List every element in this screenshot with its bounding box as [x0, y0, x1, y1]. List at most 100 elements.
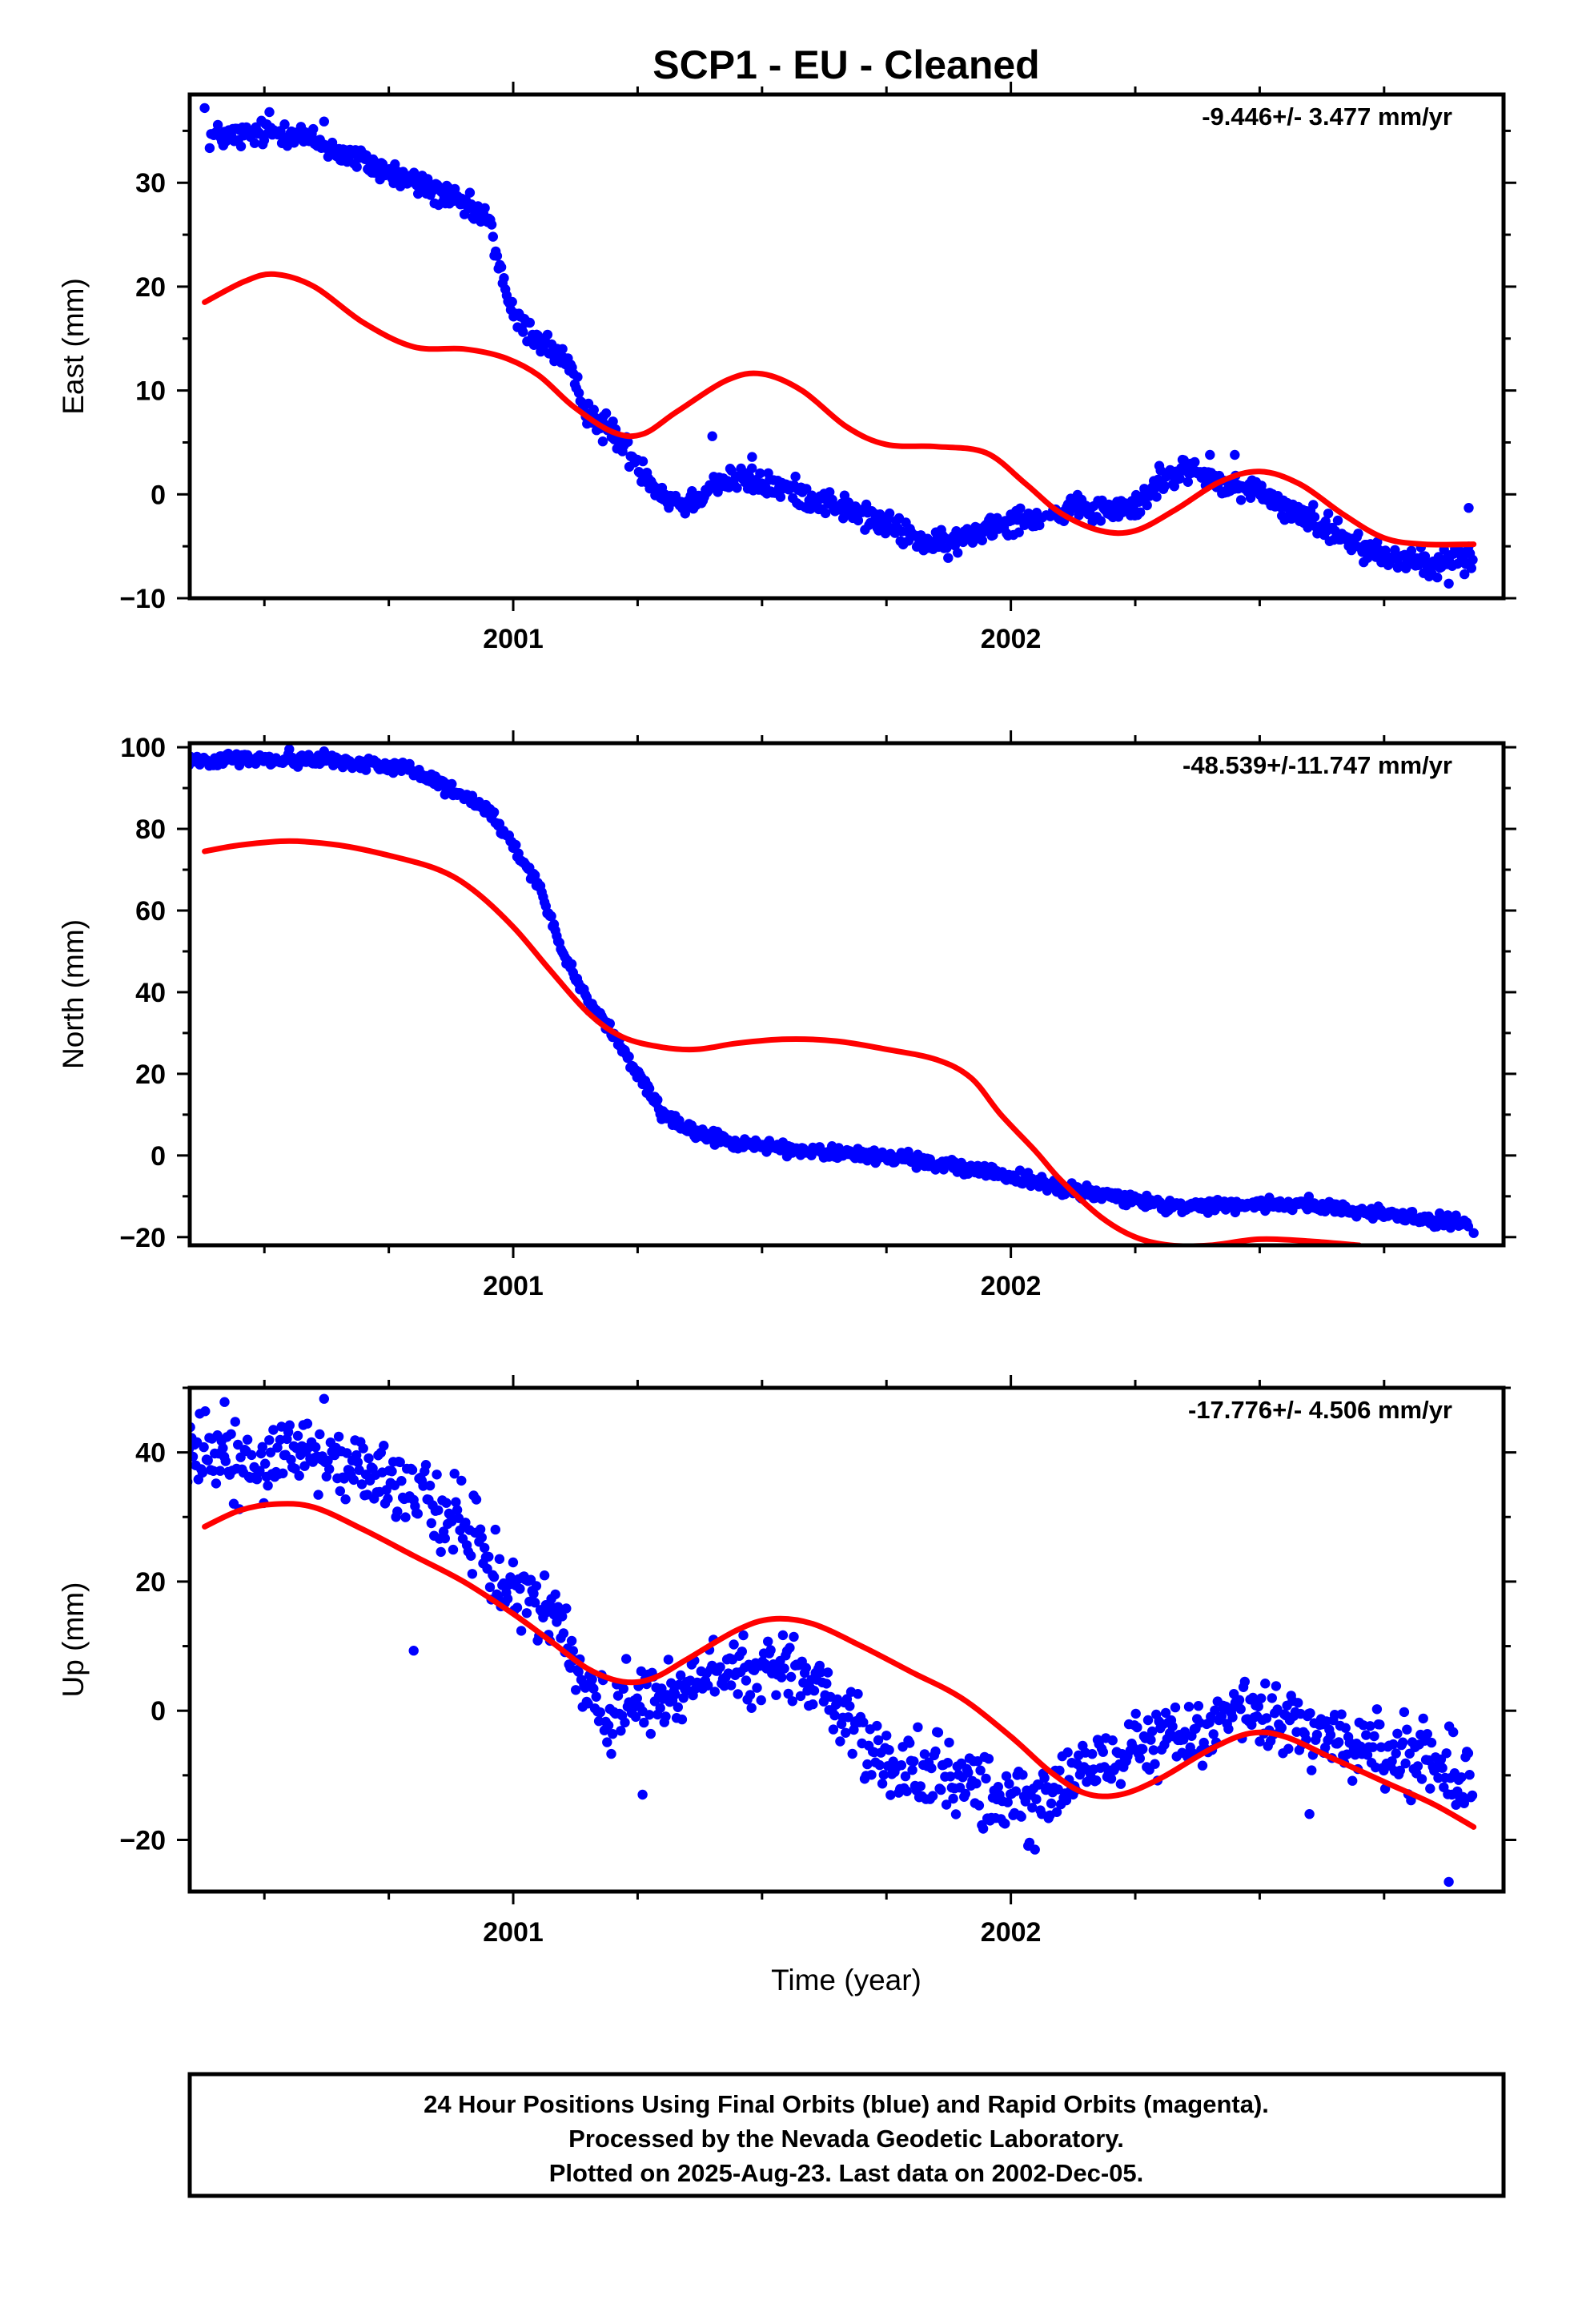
data-point	[1425, 1783, 1435, 1794]
data-point	[255, 1466, 265, 1476]
data-point	[484, 1582, 496, 1593]
data-point	[597, 436, 608, 447]
data-point	[1148, 1745, 1159, 1755]
data-point	[1142, 1715, 1154, 1726]
data-point	[351, 162, 362, 172]
data-point	[464, 187, 476, 198]
data-point	[1234, 1695, 1245, 1705]
data-point	[1062, 1747, 1073, 1758]
data-point	[1046, 1798, 1057, 1809]
data-point	[348, 1474, 359, 1486]
data-point	[220, 1456, 231, 1466]
data-point	[499, 273, 509, 283]
y-axis-label: Up (mm)	[57, 1582, 90, 1698]
y-tick-label: −20	[119, 1825, 166, 1856]
data-point	[1030, 1844, 1040, 1855]
data-point	[412, 1509, 423, 1519]
data-point	[1451, 1210, 1461, 1220]
data-point	[408, 1646, 419, 1656]
data-point	[1132, 1722, 1142, 1733]
panel-up: 2001 2002 −20 0 20 40 Up (mm) -17.776+/- 4.506 …	[57, 1375, 1516, 1948]
data-point	[841, 1727, 851, 1738]
y-tick-label: 100	[120, 733, 166, 763]
data-point	[1146, 1735, 1156, 1745]
data-point	[512, 1602, 523, 1613]
plot-frame	[187, 741, 1506, 1248]
data-point	[1235, 495, 1247, 505]
data-point	[420, 1460, 432, 1470]
data-point	[1347, 1775, 1358, 1786]
data-point	[566, 1635, 577, 1647]
data-point	[1391, 1748, 1401, 1759]
data-point	[392, 1506, 403, 1517]
data-point	[1260, 1679, 1271, 1689]
data-point	[263, 1480, 273, 1491]
data-point	[1051, 1807, 1062, 1817]
data-point	[1304, 1809, 1315, 1819]
data-point	[666, 1678, 677, 1688]
data-point	[276, 1421, 287, 1432]
data-point	[866, 1770, 877, 1780]
data-point	[1010, 1786, 1022, 1796]
data-point	[530, 1598, 540, 1608]
data-point	[259, 135, 270, 146]
y-tick-label: −10	[119, 584, 166, 614]
data-point	[190, 1451, 199, 1462]
data-point	[197, 1467, 208, 1478]
data-point	[492, 251, 503, 261]
data-point	[1253, 1701, 1264, 1712]
figure-title: SCP1 - EU - Cleaned	[652, 42, 1039, 87]
data-point	[715, 1662, 725, 1672]
data-point	[732, 483, 742, 493]
data-point	[292, 1430, 303, 1441]
data-point	[591, 1691, 601, 1702]
data-point	[1197, 1760, 1208, 1771]
data-point	[424, 1480, 436, 1491]
data-point	[1392, 1728, 1403, 1739]
data-point	[1210, 1705, 1220, 1715]
data-point	[624, 1051, 634, 1062]
data-point	[944, 1737, 954, 1748]
data-point	[311, 1441, 321, 1453]
data-point	[913, 1722, 923, 1732]
data-point	[1323, 509, 1334, 519]
data-point	[1441, 1748, 1452, 1759]
data-point	[426, 1518, 436, 1529]
data-point	[637, 1789, 648, 1800]
data-point	[566, 959, 577, 970]
data-point	[502, 1594, 513, 1604]
data-point	[1091, 1775, 1102, 1786]
data-point	[877, 1779, 888, 1789]
data-point	[1190, 456, 1200, 468]
data-point	[1256, 1693, 1267, 1703]
data-point	[342, 1448, 352, 1458]
data-point	[279, 119, 290, 130]
data-point	[400, 1512, 411, 1522]
data-point	[1142, 500, 1152, 511]
data-point	[508, 1557, 519, 1568]
data-point	[801, 1663, 811, 1673]
data-point	[218, 1443, 228, 1454]
points-series	[190, 744, 1479, 1238]
data-point	[572, 372, 583, 382]
data-point	[242, 1434, 253, 1445]
data-point	[1422, 1729, 1433, 1739]
data-point	[779, 1663, 789, 1674]
data-point	[335, 1486, 345, 1497]
data-point	[1464, 1770, 1475, 1780]
data-point	[623, 436, 633, 447]
data-point	[608, 416, 618, 427]
data-point	[971, 1778, 982, 1789]
data-point	[737, 1647, 747, 1657]
data-point	[1353, 529, 1363, 539]
data-point	[733, 1689, 743, 1699]
data-point	[494, 1554, 505, 1565]
data-point	[1334, 1737, 1344, 1747]
data-point	[1130, 1708, 1141, 1719]
data-point	[573, 388, 584, 398]
data-point	[775, 492, 786, 502]
data-point	[447, 778, 457, 790]
data-point	[1467, 1790, 1478, 1801]
data-point	[516, 1626, 527, 1636]
data-point	[874, 1759, 885, 1771]
